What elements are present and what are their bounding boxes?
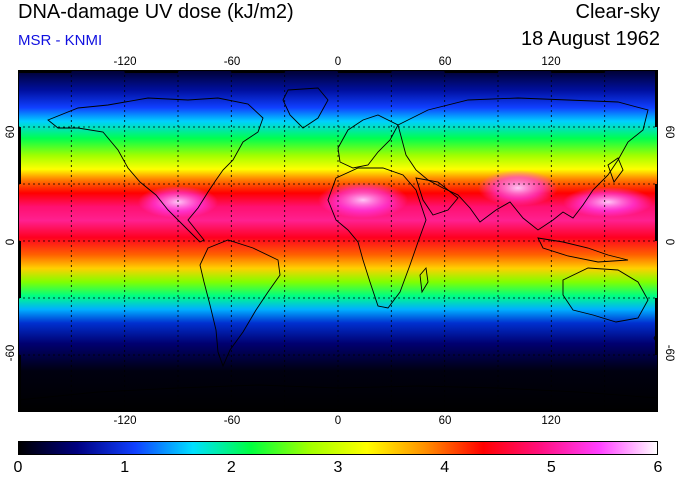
- colorbar-label: 4: [440, 459, 450, 476]
- source-label: MSR - KNMI: [18, 32, 103, 49]
- hotspot-sahara: [318, 182, 408, 218]
- coast-south-america: [199, 239, 281, 368]
- lon-tick-top: -120: [113, 56, 137, 68]
- lon-tick-bottom: -60: [223, 415, 241, 427]
- lat-tick-left: -60: [5, 344, 17, 362]
- date-label: 18 August 1962: [520, 28, 660, 50]
- sky-condition: Clear-sky: [575, 1, 660, 23]
- colorbar-label: 6: [653, 459, 663, 476]
- lat-tick-left: 60: [5, 125, 17, 139]
- hotspot-tibet: [478, 170, 558, 206]
- colorbar-label: 2: [226, 459, 236, 476]
- colorbar-label: 0: [13, 459, 23, 476]
- lon-tick-top: 60: [438, 56, 452, 68]
- lon-tick-top: 120: [541, 56, 561, 68]
- graticule: [18, 70, 658, 412]
- colorbar-label: 5: [546, 459, 556, 476]
- colorbar-label: 1: [120, 459, 130, 476]
- coast-greenland: [282, 87, 329, 129]
- lon-tick-bottom: 120: [541, 415, 561, 427]
- coast-arabia: [415, 177, 459, 216]
- coast-europe: [337, 114, 399, 169]
- frame-ticks: [18, 70, 658, 412]
- lat-tick-right: -60: [663, 344, 675, 362]
- lat-tick-right: 0: [663, 238, 675, 246]
- colorbar: [18, 441, 658, 455]
- lon-tick-bottom: 0: [334, 415, 342, 427]
- chart-title: DNA-damage UV dose (kJ/m2): [18, 1, 294, 23]
- coast-africa: [327, 167, 427, 309]
- lon-tick-bottom: -120: [113, 415, 137, 427]
- lon-tick-bottom: 60: [438, 415, 452, 427]
- uv-dose-map: [18, 70, 658, 412]
- lon-tick-top: -60: [223, 56, 241, 68]
- lat-tick-left: 0: [5, 238, 17, 246]
- hotspot-west-pacific: [563, 187, 653, 217]
- lon-tick-top: 0: [334, 56, 342, 68]
- lat-tick-right: 60: [663, 125, 675, 139]
- coast-madagascar: [419, 266, 429, 294]
- coast-japan: [607, 157, 624, 183]
- coast-australia: [562, 267, 649, 323]
- colorbar-label: 3: [333, 459, 343, 476]
